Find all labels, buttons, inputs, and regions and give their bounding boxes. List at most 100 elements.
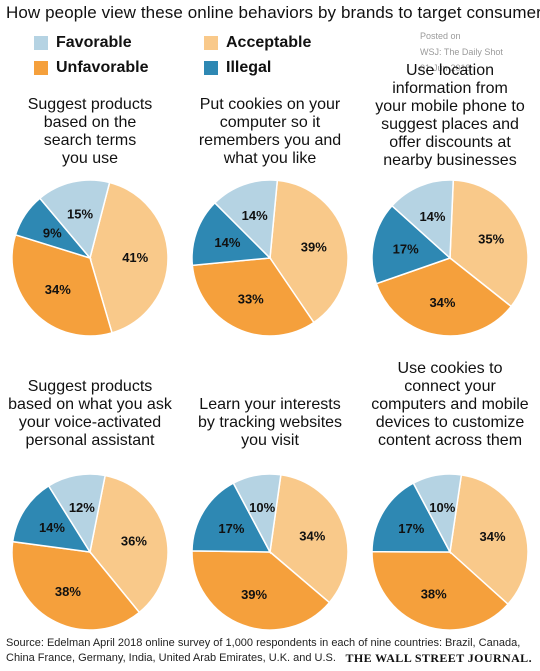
pie-slice-label-acceptable: 34% xyxy=(480,529,506,544)
legend-label-illegal: Illegal xyxy=(226,59,272,76)
pie-chart-title-line: Suggest products xyxy=(27,96,153,113)
pie-chart-title: Suggest products based on the search terms… xyxy=(0,96,180,168)
pie-slice-illegal xyxy=(371,482,452,553)
pie-chart-title-line: offer discounts at xyxy=(389,134,511,151)
pie-slice-label-favorable: 10% xyxy=(429,500,455,515)
pie-chart: Suggest products based on what you ask you… xyxy=(0,0,180,671)
pie-chart-title-line: personal assistant xyxy=(25,432,155,449)
pie-slice-acceptable xyxy=(89,181,169,334)
pie-slice-label-illegal: 14% xyxy=(39,520,65,535)
legend-item-acceptable: Acceptable xyxy=(204,34,311,52)
pie-slice-label-unfavorable: 39% xyxy=(241,587,267,602)
pie-slice-label-favorable: 14% xyxy=(242,208,268,223)
pie-chart-svg: 35% 34% 17% 14% xyxy=(371,179,529,337)
pie-slice-label-favorable: 12% xyxy=(69,500,95,515)
pie-chart-title-line: Use cookies to xyxy=(397,360,503,377)
pie-chart-title-line: you use xyxy=(61,150,119,167)
pie-slice-unfavorable xyxy=(371,550,510,631)
legend-item-unfavorable: Unfavorable xyxy=(34,59,148,77)
pie-slice-label-acceptable: 39% xyxy=(301,239,327,254)
pie-chart-title-line: computers and mobile xyxy=(371,396,529,413)
pie-chart-title: Put cookies on your computer so it remembe… xyxy=(180,96,360,168)
pie-slice-label-favorable: 14% xyxy=(419,209,445,224)
pie-slice-unfavorable xyxy=(191,257,315,337)
pie-slice-acceptable xyxy=(269,179,349,324)
pie-chart: Use cookies to connect your computers and … xyxy=(360,0,540,671)
pie-slice-acceptable xyxy=(449,179,529,308)
pie-slice-label-illegal: 17% xyxy=(393,242,419,257)
pie-chart-title-line: your mobile phone to xyxy=(375,98,525,115)
pie-slice-favorable xyxy=(38,179,111,260)
pie-chart-title-line: Learn your interests xyxy=(199,396,341,413)
pie-chart-svg: 36% 38% 14% 12% xyxy=(11,473,169,631)
legend-label-favorable: Favorable xyxy=(56,34,132,51)
pie-chart-title: Use cookies to connect your computers and … xyxy=(360,360,540,450)
pie-slice-label-unfavorable: 33% xyxy=(238,291,264,306)
pie-slice-unfavorable xyxy=(375,257,513,337)
pie-chart-title-line: you visit xyxy=(241,432,299,449)
pie-chart-title-line: content across them xyxy=(377,432,523,449)
watermark-line: WSJ: The Daily Shot xyxy=(420,47,503,57)
pie-chart-title-line: computer so it xyxy=(219,114,321,131)
pie-slice-unfavorable xyxy=(191,550,331,631)
source-note: Source: Edelman April 2018 online survey… xyxy=(6,637,521,664)
pie-slice-label-acceptable: 36% xyxy=(121,534,147,549)
pie-slice-favorable xyxy=(412,473,463,555)
pie-slice-label-favorable: 10% xyxy=(249,500,275,515)
pie-chart: Put cookies on your computer so it remembe… xyxy=(180,0,360,671)
legend-swatch-favorable xyxy=(34,36,48,50)
pie-slice-label-unfavorable: 38% xyxy=(421,587,447,602)
pie-slice-label-acceptable: 35% xyxy=(478,232,504,247)
legend-label-unfavorable: Unfavorable xyxy=(56,59,149,76)
pie-chart-title-line: nearby businesses xyxy=(383,152,517,169)
pie-chart-title: Use location information from your mobile … xyxy=(360,62,540,170)
publisher-logo: THE WALL STREET JOURNAL. xyxy=(345,651,532,665)
pie-slice-acceptable xyxy=(449,473,529,606)
legend-item-illegal: Illegal xyxy=(204,59,271,77)
watermark-line: Posted on xyxy=(420,31,461,41)
pie-slice-label-illegal: 14% xyxy=(214,235,240,250)
pie-slice-illegal xyxy=(371,204,452,285)
pie-slice-favorable xyxy=(213,179,279,260)
pie-chart-title-line: Suggest products xyxy=(27,378,153,395)
pie-chart-title-line: remembers you and xyxy=(198,132,342,149)
pie-slice-label-illegal: 9% xyxy=(43,225,62,240)
pie-chart: Use location information from your mobile … xyxy=(360,0,540,671)
legend-swatch-unfavorable xyxy=(34,61,48,75)
watermark: Posted on WSJ: The Daily Shot 01-Jun-201… xyxy=(420,28,503,76)
pie-slice-label-acceptable: 41% xyxy=(122,250,148,265)
chart-title: How people view these online behaviors b… xyxy=(6,3,540,22)
pie-chart: Suggest products based on the search terms… xyxy=(0,0,180,671)
pie-chart-svg: 34% 38% 17% 10% xyxy=(371,473,529,631)
pie-slice-illegal xyxy=(11,484,92,553)
pie-slice-unfavorable xyxy=(11,233,113,337)
pie-chart-title-line: Put cookies on your xyxy=(199,96,341,113)
pie-chart-title-line: what you like xyxy=(223,150,317,167)
pie-slice-illegal xyxy=(191,201,272,267)
pie-slice-favorable xyxy=(232,473,282,555)
pie-slice-acceptable xyxy=(89,474,169,614)
pie-chart-title-line: based on what you ask xyxy=(8,396,172,413)
pie-chart-title-line: connect your xyxy=(404,378,496,395)
pie-chart-title: Learn your interests by tracking websites… xyxy=(180,396,360,450)
pie-chart-title-line: suggest places and xyxy=(381,116,519,133)
pie-chart-title-line: Use location xyxy=(405,62,495,79)
pie-chart-title-line: based on the xyxy=(43,114,137,131)
legend-item-favorable: Favorable xyxy=(34,34,132,52)
pie-slice-acceptable xyxy=(269,473,349,604)
legend-label-acceptable: Acceptable xyxy=(226,34,312,51)
pie-chart-svg: 39% 33% 14%14% xyxy=(191,179,349,337)
legend-swatch-acceptable xyxy=(204,36,218,50)
pie-chart-title-line: information from xyxy=(392,80,508,97)
pie-chart-svg: 34% 39% 17% 10% xyxy=(191,473,349,631)
watermark-line: 01-Jun-2018 xyxy=(420,63,471,73)
pie-slice-label-unfavorable: 34% xyxy=(45,282,71,297)
pie-slice-label-favorable: 15% xyxy=(67,206,93,221)
pie-chart-title-line: search terms xyxy=(43,132,137,149)
pie-slice-unfavorable xyxy=(11,540,141,631)
pie-chart-title: Suggest products based on what you ask you… xyxy=(0,378,180,450)
pie-slice-favorable xyxy=(47,473,107,555)
legend-swatch-illegal xyxy=(204,61,218,75)
pie-chart-title-line: by tracking websites xyxy=(197,414,343,431)
legend: Favorable Acceptable Unfavorable Illegal xyxy=(10,34,340,86)
